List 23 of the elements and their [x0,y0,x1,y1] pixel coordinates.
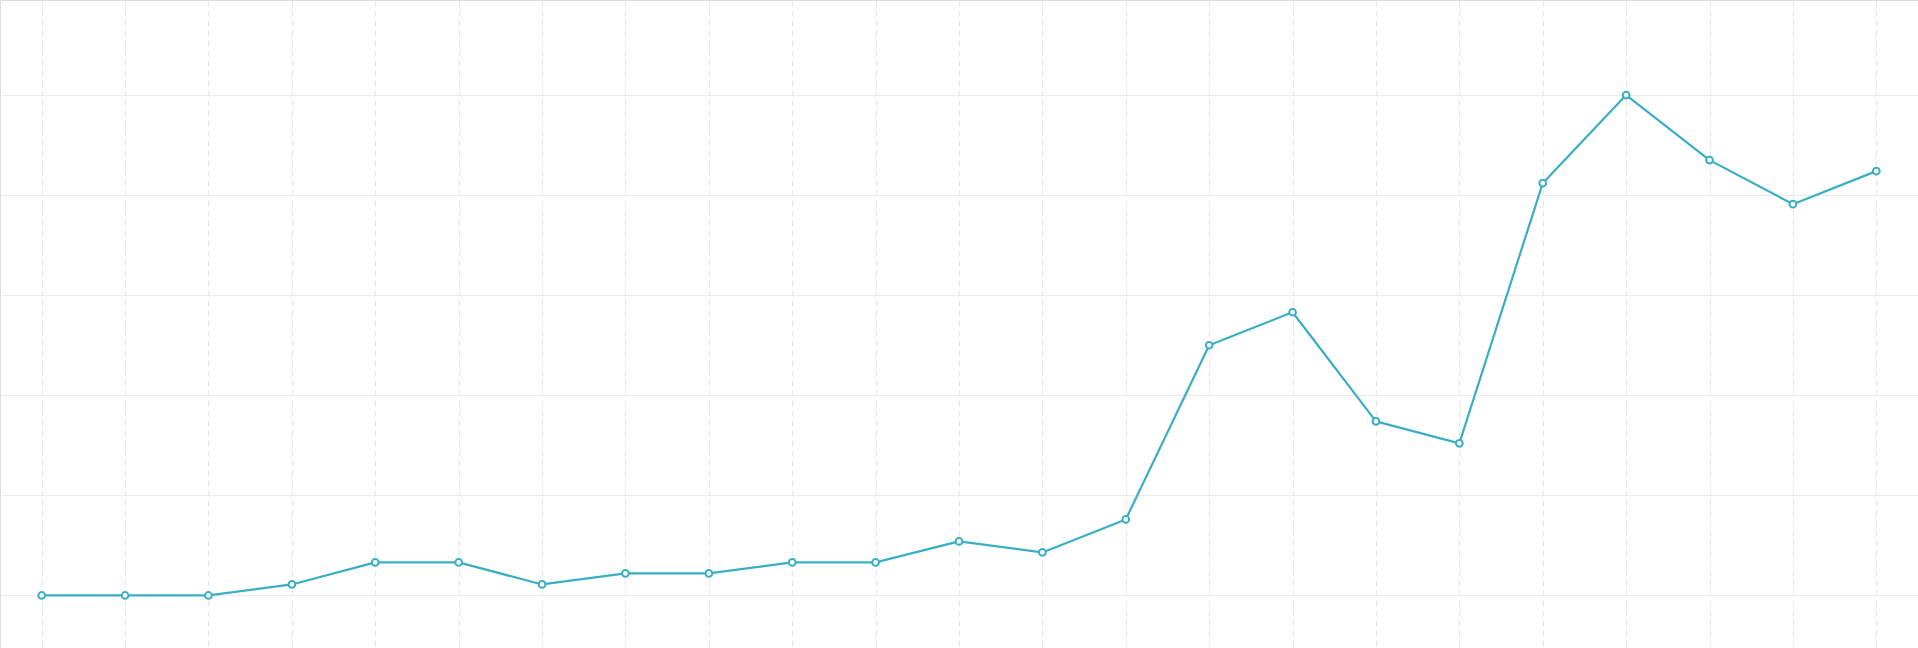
point [621,569,630,578]
point [1871,166,1881,176]
point [1454,438,1464,448]
point [1038,548,1047,557]
point [1705,155,1714,165]
point [1788,199,1798,209]
point [787,558,797,567]
point [704,569,714,578]
point [120,591,130,600]
point [1538,178,1548,188]
point [1621,90,1631,100]
point [1121,515,1131,524]
point [1371,416,1381,426]
point [370,558,380,567]
point [287,580,297,589]
point [537,580,547,589]
point [954,537,964,546]
point [37,591,47,600]
point [454,558,464,567]
point [1204,340,1214,350]
point [1288,307,1297,317]
point [871,558,880,567]
point [204,591,213,600]
